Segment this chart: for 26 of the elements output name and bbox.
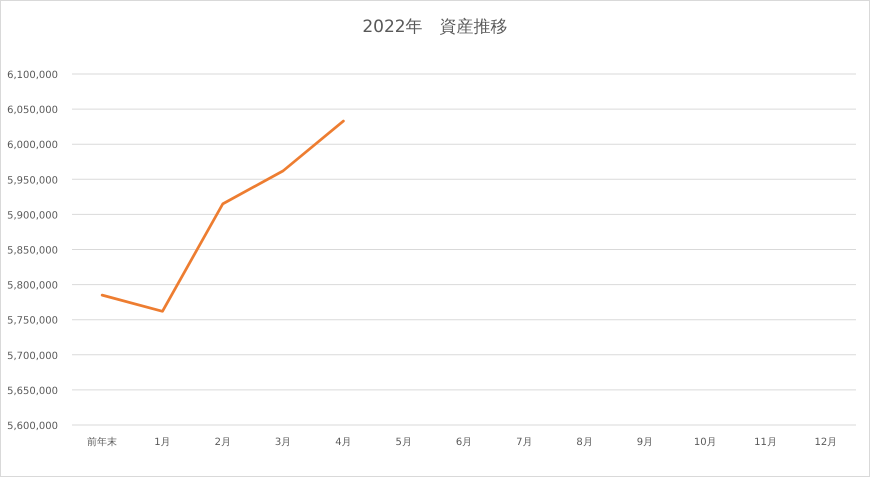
x-tick-label: 3月 [274, 437, 292, 448]
x-tick-label: 12月 [814, 437, 838, 448]
x-tick-label: 8月 [576, 437, 593, 448]
y-tick-label: 6,050,000 [7, 105, 58, 116]
x-tick-label: 9月 [636, 437, 654, 448]
x-tick-label: 11月 [754, 437, 777, 448]
x-tick-label: 2月 [214, 437, 231, 448]
y-tick-label: 5,650,000 [7, 386, 58, 397]
x-tick-label: 1月 [154, 437, 171, 448]
x-tick-label: 5月 [396, 437, 412, 448]
y-tick-label: 5,600,000 [7, 421, 58, 432]
y-tick-label: 5,700,000 [7, 350, 58, 362]
x-tick-label: 10月 [694, 437, 717, 448]
y-tick-label: 6,100,000 [7, 70, 58, 81]
x-tick-label: 前年末 [87, 436, 118, 448]
y-tick-label: 5,950,000 [7, 175, 58, 186]
y-tick-label: 5,900,000 [7, 210, 58, 222]
x-tick-label: 6月 [456, 437, 472, 448]
y-tick-label: 6,000,000 [7, 140, 58, 152]
x-tick-label: 7月 [516, 437, 532, 448]
chart-title: 2022年 資産推移 [362, 17, 508, 37]
x-tick-label: 4月 [335, 437, 352, 448]
y-tick-label: 5,750,000 [7, 316, 58, 327]
y-tick-label: 5,850,000 [7, 246, 58, 256]
y-tick-label: 5,800,000 [7, 280, 58, 292]
line-series [100, 120, 345, 313]
